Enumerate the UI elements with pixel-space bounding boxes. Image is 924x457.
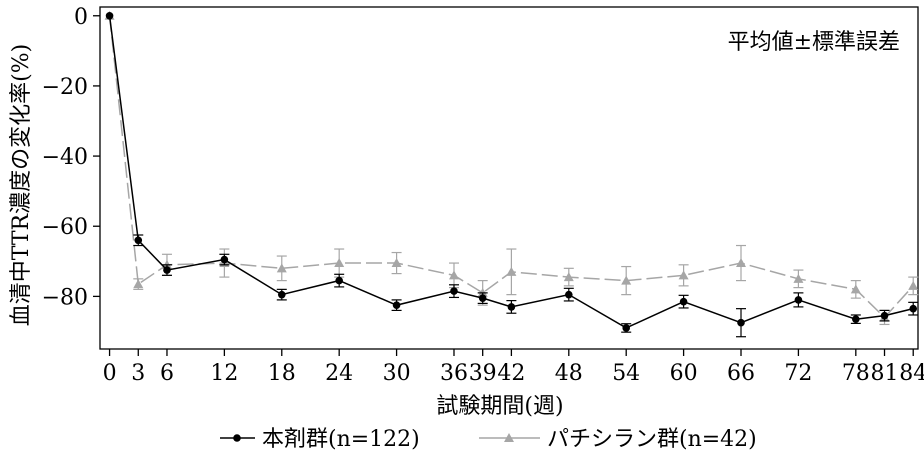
x-tick-label: 12: [210, 361, 238, 386]
x-tick-label: 42: [497, 361, 525, 386]
x-tick-label: 30: [383, 361, 411, 386]
data-point: [850, 284, 861, 294]
data-point: [105, 11, 114, 20]
data-point: [909, 304, 918, 313]
x-tick-label: 36: [440, 361, 468, 386]
series-2: [104, 10, 919, 326]
x-tick-label: 39: [469, 361, 497, 386]
y-tick-label: −60: [42, 215, 88, 240]
y-tick-label: −40: [42, 145, 88, 170]
x-tick-label: 48: [555, 361, 583, 386]
x-tick-label: 60: [670, 361, 698, 386]
legend: 本剤群(n=122) パチシラン群(n=42): [220, 427, 757, 452]
data-point: [450, 287, 458, 295]
x-tick-label: 3: [131, 361, 145, 386]
x-tick-label: 84: [899, 361, 924, 386]
series-1: [105, 11, 919, 338]
series-layer: [104, 10, 919, 338]
x-tick-label: 6: [160, 361, 174, 386]
y-tick-label: −80: [42, 285, 88, 310]
x-tick-label: 78: [842, 361, 870, 386]
data-point: [220, 255, 229, 264]
data-point: [793, 273, 804, 283]
data-point: [478, 294, 487, 302]
data-point: [564, 290, 573, 299]
data-point: [506, 266, 517, 276]
axes: 0−20−40−60−800 3 6 12 18 24 30 36 39 42 48 54 60 66 72…: [42, 5, 924, 386]
plot-frame: [99, 6, 919, 350]
data-point: [852, 315, 860, 323]
x-tick-label: 24: [325, 361, 353, 386]
data-point: [334, 258, 345, 268]
x-tick-label: 18: [268, 361, 296, 386]
data-point: [335, 276, 343, 285]
series-2-line: [108, 15, 914, 319]
legend-label-series-2: パチシラン群(n=42): [547, 427, 757, 452]
legend-label-series-1: 本剤群(n=122): [262, 427, 420, 452]
data-point: [622, 324, 630, 332]
x-tick-label: 72: [784, 361, 812, 386]
data-point: [391, 258, 402, 268]
x-axis-title: 試験期間(週): [436, 394, 563, 419]
data-point: [507, 303, 516, 311]
data-point: [163, 266, 171, 274]
data-point: [392, 301, 401, 309]
data-point: [736, 258, 747, 268]
y-axis-title: 血清中TTR濃度の変化率(%): [9, 44, 34, 326]
data-point: [277, 290, 286, 299]
x-tick-label: 66: [727, 361, 755, 386]
data-point: [133, 279, 144, 289]
series-1-line: [108, 15, 914, 329]
x-tick-label: 54: [612, 361, 640, 386]
data-point: [880, 311, 889, 320]
data-point: [276, 263, 287, 273]
x-tick-label: 0: [103, 361, 117, 386]
y-tick-label: −20: [42, 75, 88, 100]
data-point: [794, 296, 803, 304]
legend-marker-series-2: [504, 433, 514, 442]
data-point: [737, 318, 745, 327]
data-point: [621, 275, 632, 285]
y-tick-label: 0: [74, 5, 88, 30]
plot-area-border: [99, 6, 919, 350]
data-point: [679, 297, 688, 306]
x-tick-label: 81: [871, 361, 899, 386]
annotation-text: 平均値±標準誤差: [728, 30, 900, 55]
data-point: [563, 272, 574, 282]
data-point: [448, 270, 459, 280]
data-point: [908, 280, 919, 290]
data-point: [134, 236, 143, 245]
legend-marker-series-1: [233, 434, 241, 442]
data-point: [678, 270, 689, 280]
